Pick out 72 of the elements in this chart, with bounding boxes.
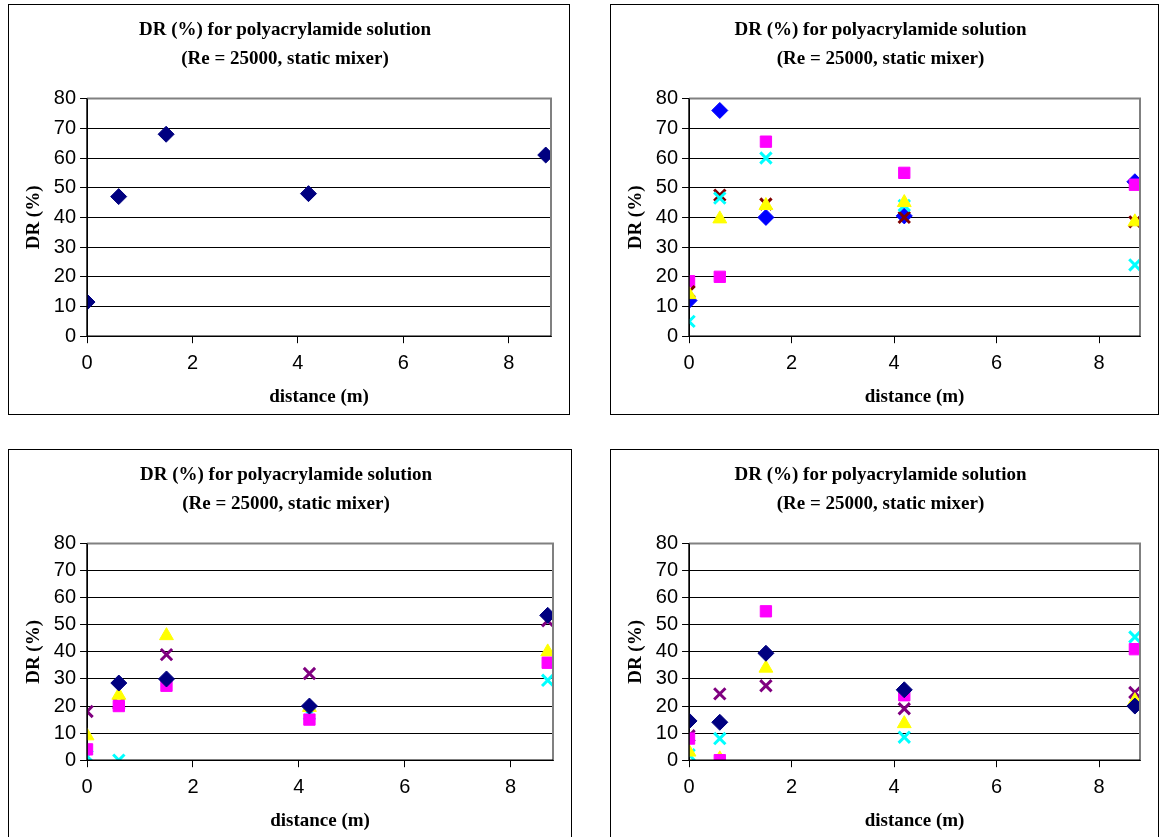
x-axis-title: distance (m) — [864, 808, 965, 831]
chart-subtitle: (Re = 25000, static mixer) — [182, 492, 390, 515]
y-axis-title: DR (%) — [624, 185, 647, 250]
y-tick-label: 0 — [64, 747, 77, 770]
x-axis-title: distance (m) — [270, 808, 370, 831]
x-tick-label: 6 — [990, 774, 1003, 797]
y-tick-label: 50 — [655, 612, 679, 635]
y-tick-label: 60 — [53, 585, 77, 608]
x-tick-label: 8 — [1093, 350, 1105, 373]
y-tick-label: 70 — [53, 558, 77, 581]
x-tick-label: 8 — [1093, 774, 1105, 797]
x-axis-title: distance (m) — [864, 384, 965, 407]
y-tick-label: 70 — [655, 558, 679, 581]
x-tick-label: 0 — [683, 774, 695, 797]
x-tick-label: 0 — [683, 350, 695, 373]
y-tick-label: 70 — [655, 115, 679, 138]
y-tick-label: 60 — [53, 145, 77, 168]
y-tick-label: 60 — [655, 585, 679, 608]
x-tick-label: 8 — [505, 774, 517, 797]
y-tick-label: 80 — [53, 86, 77, 109]
chart-subtitle: (Re = 25000, static mixer) — [181, 47, 389, 70]
y-tick-label: 20 — [655, 264, 679, 287]
y-tick-label: 10 — [655, 294, 679, 317]
x-tick-label: 6 — [397, 350, 409, 373]
x-tick-label: 0 — [81, 774, 93, 797]
y-tick-label: 80 — [655, 531, 679, 554]
y-tick-label: 30 — [655, 666, 679, 689]
y-tick-label: 60 — [655, 145, 679, 168]
chart-title: DR (%) for polyacrylamide solution — [138, 18, 432, 41]
y-tick-label: 30 — [53, 666, 77, 689]
y-tick-label: 50 — [655, 175, 679, 198]
x-tick-label: 4 — [293, 774, 305, 797]
x-tick-label: 8 — [503, 350, 515, 373]
x-tick-label: 2 — [186, 350, 199, 373]
y-axis-title: DR (%) — [22, 619, 45, 684]
y-tick-label: 10 — [53, 720, 77, 743]
y-tick-label: 20 — [655, 693, 679, 716]
chart-title: DR (%) for polyacrylamide solution — [139, 463, 433, 486]
y-tick-label: 70 — [53, 115, 77, 138]
y-tick-label: 30 — [655, 234, 679, 257]
y-tick-label: 40 — [53, 639, 77, 662]
y-tick-label: 80 — [655, 86, 679, 109]
y-tick-label: 20 — [53, 264, 77, 287]
x-tick-label: 2 — [785, 774, 798, 797]
y-tick-label: 0 — [666, 323, 679, 346]
y-tick-label: 50 — [53, 175, 77, 198]
x-tick-label: 4 — [292, 350, 304, 373]
y-tick-label: 50 — [53, 612, 77, 635]
x-tick-label: 0 — [81, 350, 93, 373]
chart-title: DR (%) for polyacrylamide solution — [734, 18, 1027, 41]
y-tick-label: 40 — [655, 639, 679, 662]
x-tick-label: 4 — [888, 774, 900, 797]
x-tick-label: 4 — [888, 350, 900, 373]
y-axis-title: DR (%) — [22, 185, 45, 250]
x-tick-label: 2 — [785, 350, 798, 373]
chart-subtitle: (Re = 25000, static mixer) — [776, 492, 985, 515]
y-tick-label: 40 — [53, 204, 77, 227]
x-axis-title: distance (m) — [269, 384, 369, 407]
y-tick-label: 40 — [655, 204, 679, 227]
y-tick-label: 30 — [53, 234, 77, 257]
chart-title: DR (%) for polyacrylamide solution — [734, 463, 1027, 486]
x-tick-label: 2 — [187, 774, 199, 797]
chart-subtitle: (Re = 25000, static mixer) — [776, 47, 985, 70]
y-tick-label: 10 — [655, 720, 679, 743]
x-tick-label: 6 — [990, 350, 1003, 373]
y-axis-title: DR (%) — [624, 619, 647, 684]
x-tick-label: 6 — [399, 774, 411, 797]
y-tick-label: 0 — [666, 747, 679, 770]
y-tick-label: 10 — [53, 294, 77, 317]
y-tick-label: 20 — [53, 693, 77, 716]
y-tick-label: 0 — [64, 323, 77, 346]
y-tick-label: 80 — [53, 531, 77, 554]
